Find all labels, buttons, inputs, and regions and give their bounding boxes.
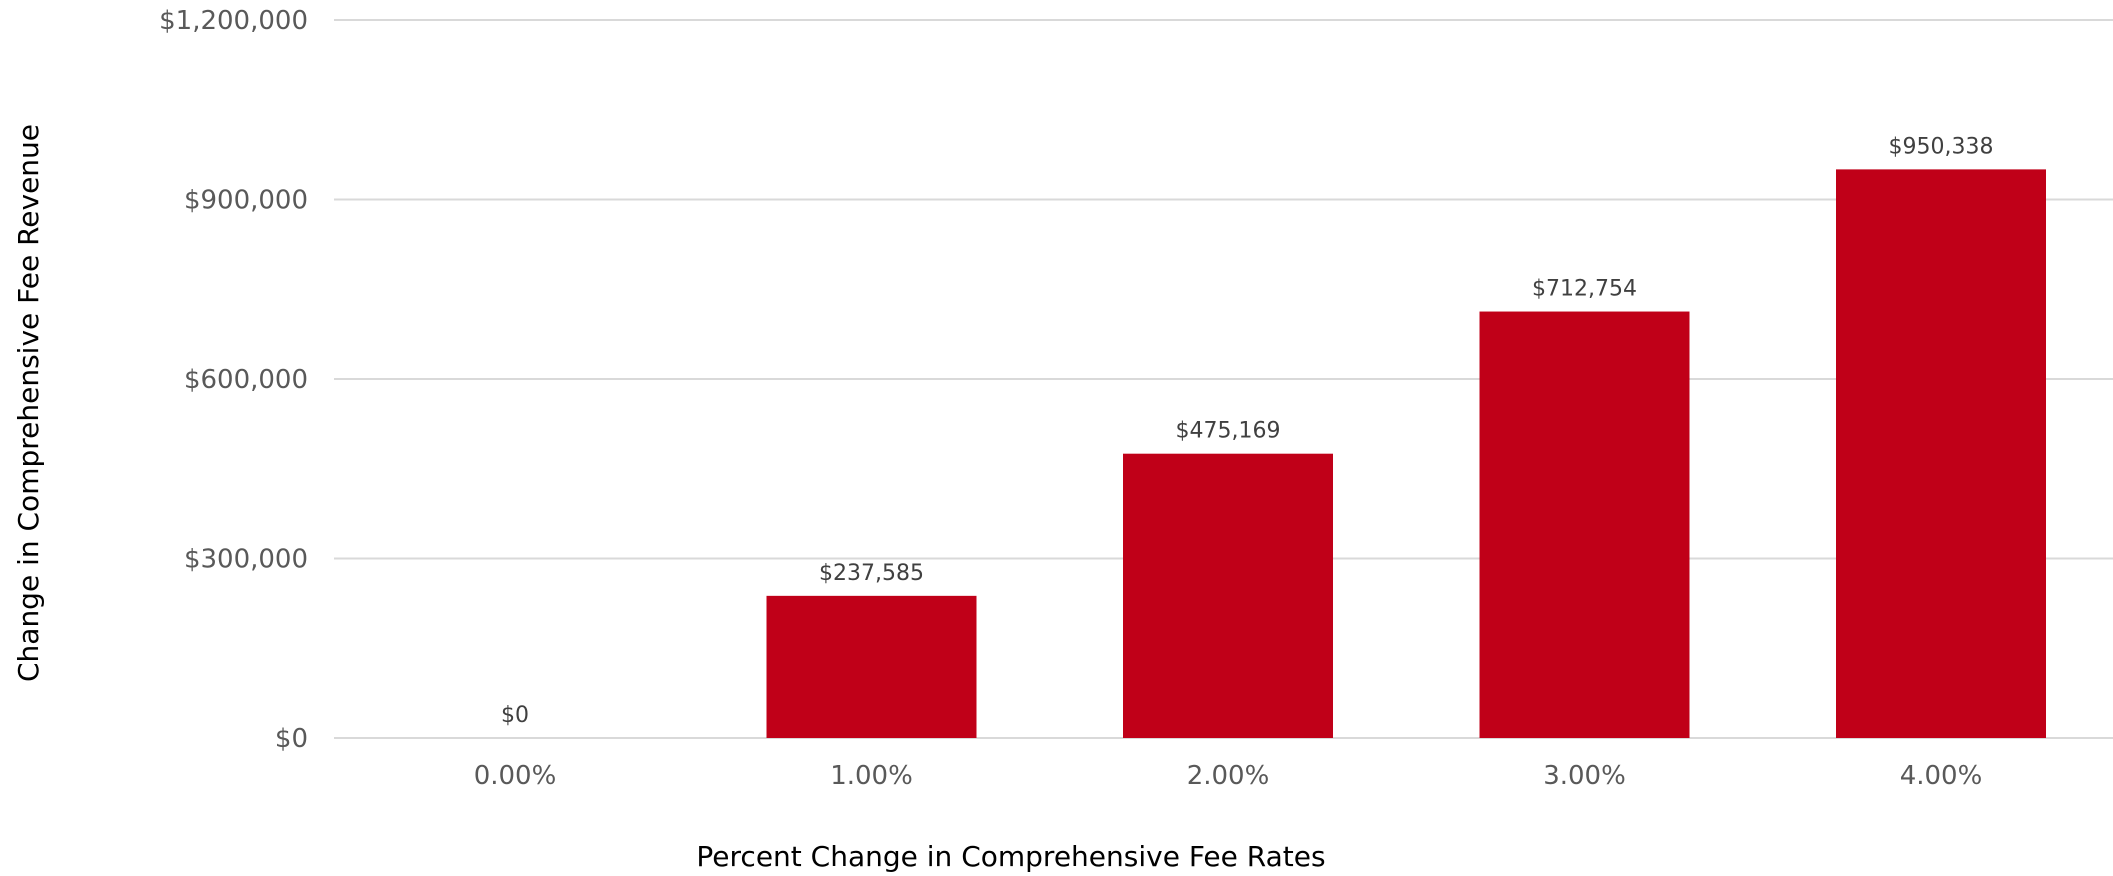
- bar: [766, 595, 977, 738]
- y-tick-label: $900,000: [184, 186, 308, 216]
- bar: [1836, 169, 2046, 738]
- bar: [1479, 311, 1690, 738]
- bar: [1123, 453, 1333, 738]
- x-tick-label: 3.00%: [1543, 761, 1626, 791]
- y-tick-label: $1,200,000: [159, 6, 308, 36]
- gridlines: [334, 19, 2113, 739]
- data-label: $475,169: [1176, 419, 1281, 444]
- x-axis-ticks: 0.00% 1.00% 2.00% 3.00% 4.00%: [474, 761, 1983, 791]
- x-tick-label: 0.00%: [474, 761, 557, 791]
- x-tick-label: 1.00%: [830, 761, 913, 791]
- y-axis-title: Change in Comprehensive Fee Revenue: [12, 124, 45, 682]
- y-tick-label: $0: [275, 724, 308, 754]
- data-label: $712,754: [1532, 277, 1637, 302]
- data-label: $0: [501, 703, 529, 728]
- bars: [766, 169, 2046, 738]
- y-tick-label: $600,000: [184, 365, 308, 395]
- data-label: $950,338: [1889, 134, 1994, 159]
- x-axis-title: Percent Change in Comprehensive Fee Rate…: [696, 840, 1325, 873]
- x-tick-label: 2.00%: [1187, 761, 1270, 791]
- data-labels: $0 $237,585 $475,169 $712,754 $950,338: [501, 134, 1993, 728]
- y-tick-label: $300,000: [184, 545, 308, 575]
- data-label: $237,585: [819, 561, 924, 586]
- y-axis-ticks: $0 $300,000 $600,000 $900,000 $1,200,000: [159, 6, 308, 754]
- x-tick-label: 4.00%: [1900, 761, 1983, 791]
